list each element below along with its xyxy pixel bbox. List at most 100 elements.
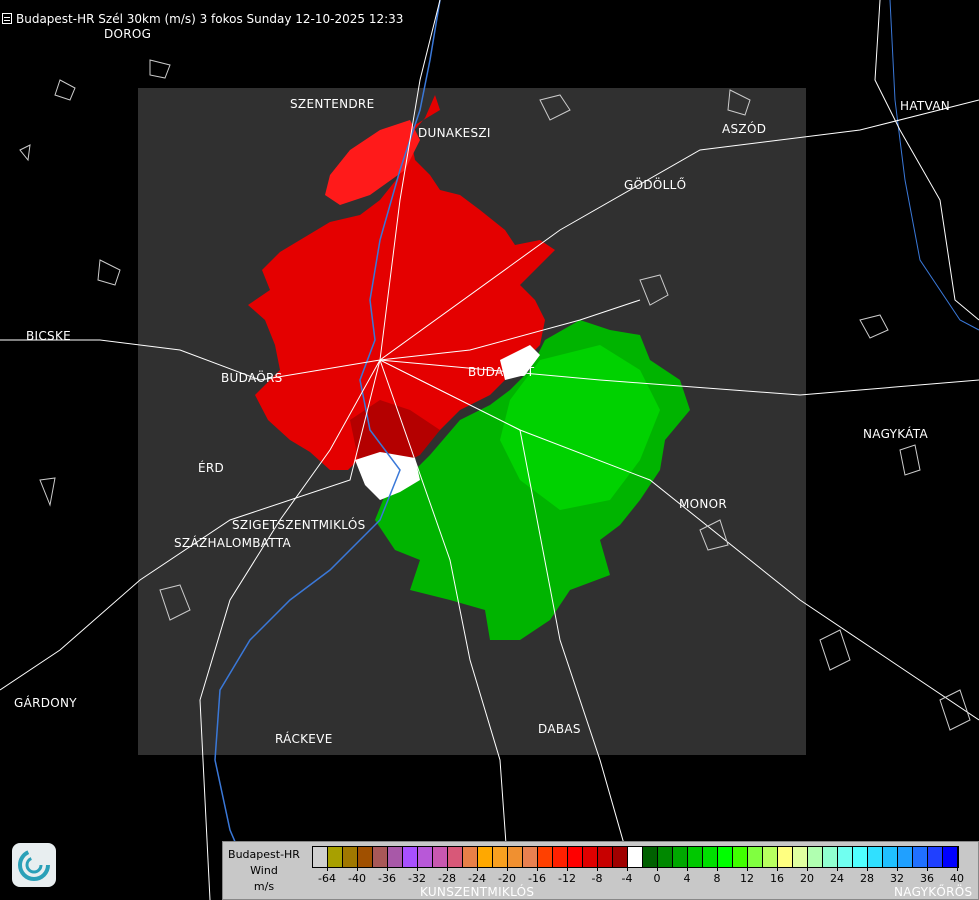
legend-tick — [447, 867, 448, 871]
approaching-echo-dark — [350, 400, 440, 470]
legend-swatch — [523, 847, 538, 867]
legend-tick-label: -20 — [498, 872, 516, 885]
legend-tick-label: -40 — [348, 872, 366, 885]
tisza-river — [889, 0, 979, 331]
legend-swatch — [943, 847, 958, 867]
legend-swatch — [703, 847, 718, 867]
legend-tick — [717, 867, 718, 871]
city-label-nagykoros: NAGYKŐRÖS — [894, 885, 973, 899]
zero-velocity-band-2 — [500, 345, 540, 380]
legend-tick-label: -16 — [528, 872, 546, 885]
legend-unit: m/s — [253, 880, 275, 893]
legend-swatch — [358, 847, 373, 867]
legend-tick-label: 0 — [653, 872, 661, 885]
legend-tick-label: 12 — [740, 872, 754, 885]
legend-tick-label: -64 — [318, 872, 336, 885]
legend-ticks: -64 -40 -36 -32 -28 -24 -20 -16 -12 -8 -4 0 4 8 12 16 20… — [312, 867, 979, 887]
legend-swatch — [808, 847, 823, 867]
legend-tick-label: -4 — [621, 872, 633, 885]
approaching-echo-north — [325, 120, 420, 205]
city-label-rackeve: RÁCKEVE — [275, 732, 333, 746]
legend-tick — [837, 867, 838, 871]
legend-swatch — [838, 847, 853, 867]
legend-tick-label: -8 — [591, 872, 603, 885]
legend-swatch — [823, 847, 838, 867]
legend-tick — [747, 867, 748, 871]
legend-swatch — [568, 847, 583, 867]
city-label-nagykata: NAGYKÁTA — [863, 427, 928, 441]
legend-tick — [687, 867, 688, 871]
legend-swatch — [403, 847, 418, 867]
legend-swatch — [343, 847, 358, 867]
legend-swatch — [538, 847, 553, 867]
legend-swatch — [613, 847, 628, 867]
legend-tick — [627, 867, 628, 871]
city-label-budapest: BUDAPEST — [468, 365, 535, 379]
legend-swatch — [883, 847, 898, 867]
legend-swatch — [553, 847, 568, 867]
legend-swatch — [583, 847, 598, 867]
legend-tick — [777, 867, 778, 871]
legend-tick — [417, 867, 418, 871]
legend-tick — [867, 867, 868, 871]
city-label-hatvan: HATVAN — [900, 99, 951, 113]
zero-velocity-band — [355, 452, 420, 500]
legend-swatch — [508, 847, 523, 867]
legend-swatch — [658, 847, 673, 867]
legend-tick-label: -12 — [558, 872, 576, 885]
legend-tick-label: 32 — [890, 872, 904, 885]
legend-tick — [537, 867, 538, 871]
city-label-monor: MONOR — [679, 497, 728, 511]
legend-swatch — [733, 847, 748, 867]
city-label-aszod: ASZÓD — [722, 122, 767, 136]
legend-tick-label: -28 — [438, 872, 456, 885]
legend-tick-label: -32 — [408, 872, 426, 885]
legend-tick — [327, 867, 328, 871]
legend-swatch — [388, 847, 403, 867]
legend-tick-label: 36 — [920, 872, 934, 885]
legend-swatch — [373, 847, 388, 867]
legend-tick-label: -24 — [468, 872, 486, 885]
city-label-szazhalombatta: SZÁZHALOMBATTA — [174, 536, 291, 550]
city-label-szigetszentmiklos: SZIGETSZENTMIKLÓS — [232, 518, 366, 532]
city-label-dorog: DOROG — [104, 27, 152, 41]
map-title: Budapest-HR Szél 30km (m/s) 3 fokos Sund… — [16, 12, 404, 26]
legend-swatch — [463, 847, 478, 867]
legend-swatch — [433, 847, 448, 867]
city-label-erd: ÉRD — [198, 461, 225, 475]
legend-tick — [507, 867, 508, 871]
legend-tick — [807, 867, 808, 871]
city-label-dabas: DABAS — [538, 722, 581, 736]
color-legend: Budapest-HR Wind m/s -64 -40 -36 -32 -28 -24-… — [222, 841, 979, 900]
legend-swatch — [598, 847, 613, 867]
legend-swatch — [748, 847, 763, 867]
legend-tick-label: 4 — [683, 872, 691, 885]
legend-swatch — [643, 847, 658, 867]
settlement-outlines — [19, 59, 971, 731]
legend-swatch — [778, 847, 793, 867]
city-label-budaors: BUDAÖRS — [221, 371, 283, 385]
legend-color-scale — [312, 846, 959, 868]
legend-tick — [567, 867, 568, 871]
legend-swatch — [853, 847, 868, 867]
legend-swatch — [448, 847, 463, 867]
legend-swatch — [793, 847, 808, 867]
legend-quantity: Wind — [250, 864, 278, 877]
city-label-godollo: GÖDÖLLŐ — [624, 178, 687, 192]
legend-swatch — [328, 847, 343, 867]
legend-tick-label: 16 — [770, 872, 784, 885]
menu-icon[interactable] — [2, 13, 12, 24]
legend-tick — [897, 867, 898, 871]
city-label-kunszentmiklos: KUNSZENTMIKLÓS — [420, 885, 535, 899]
legend-swatch — [928, 847, 943, 867]
legend-swatch — [868, 847, 883, 867]
legend-tick-label: 24 — [830, 872, 844, 885]
legend-tick — [357, 867, 358, 871]
legend-swatch — [493, 847, 508, 867]
radar-logo-icon — [12, 843, 56, 887]
legend-tick — [657, 867, 658, 871]
legend-swatch — [418, 847, 433, 867]
legend-tick — [477, 867, 478, 871]
